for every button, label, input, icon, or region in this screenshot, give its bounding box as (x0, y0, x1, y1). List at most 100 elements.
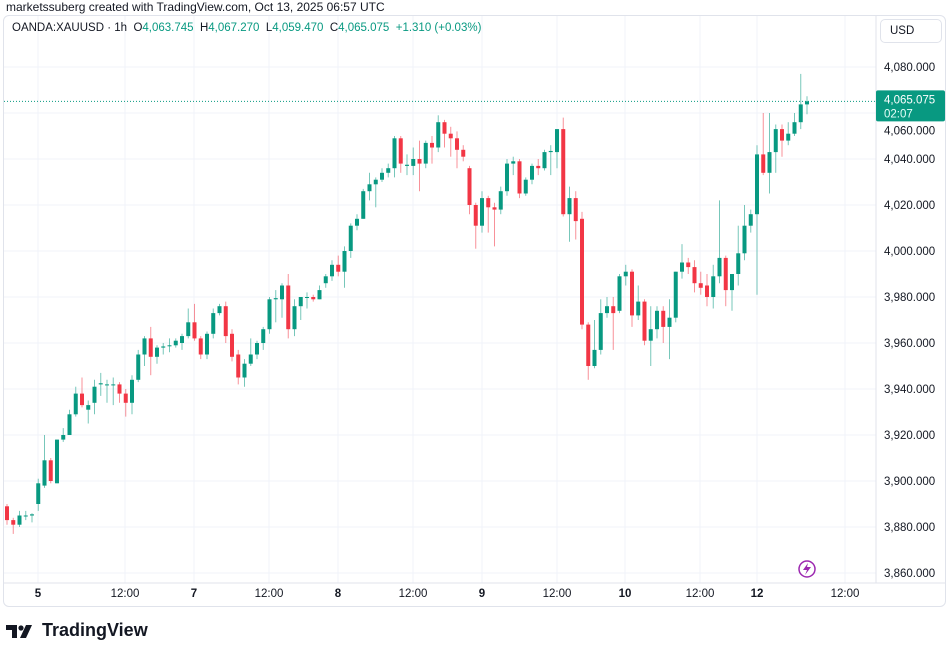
candle[interactable] (486, 195, 491, 233)
candle[interactable] (598, 299, 603, 355)
candle[interactable] (542, 149, 547, 171)
candle[interactable] (761, 113, 766, 176)
candle[interactable] (523, 177, 528, 196)
candle[interactable] (605, 297, 609, 318)
candle[interactable] (798, 73, 803, 130)
candle[interactable] (455, 131, 459, 169)
candle[interactable] (792, 113, 797, 136)
candle[interactable] (80, 377, 84, 408)
candle[interactable] (61, 428, 66, 442)
candle[interactable] (530, 163, 534, 185)
candle[interactable] (636, 285, 641, 321)
candle[interactable] (36, 478, 41, 511)
candle[interactable] (261, 326, 266, 350)
candle[interactable] (561, 117, 566, 217)
candle[interactable] (280, 283, 284, 318)
candle[interactable] (448, 126, 453, 157)
candle[interactable] (342, 246, 347, 288)
candle[interactable] (505, 159, 509, 196)
candle[interactable] (392, 136, 397, 178)
candle[interactable] (492, 202, 497, 247)
candle[interactable] (648, 306, 653, 366)
candle[interactable] (230, 329, 234, 362)
candle[interactable] (55, 439, 59, 484)
candle[interactable] (780, 124, 784, 157)
candle[interactable] (755, 145, 759, 295)
candle[interactable] (248, 338, 253, 366)
candle[interactable] (111, 377, 116, 406)
candle[interactable] (161, 343, 166, 355)
candle[interactable] (311, 294, 316, 302)
candle[interactable] (23, 510, 28, 521)
candle[interactable] (386, 163, 391, 178)
candle[interactable] (436, 115, 441, 153)
candle[interactable] (661, 306, 666, 343)
candle[interactable] (786, 122, 791, 146)
candle[interactable] (480, 191, 484, 233)
candle[interactable] (705, 274, 709, 307)
candle[interactable] (273, 290, 278, 323)
candle[interactable] (367, 172, 372, 201)
candle[interactable] (467, 165, 472, 215)
candle[interactable] (611, 297, 616, 350)
candle[interactable] (292, 299, 297, 337)
candle[interactable] (555, 129, 559, 169)
candle[interactable] (417, 140, 422, 192)
candle[interactable] (548, 145, 553, 176)
candle[interactable] (242, 359, 247, 387)
candle[interactable] (330, 260, 334, 281)
candle[interactable] (642, 299, 647, 346)
candle[interactable] (186, 308, 191, 339)
candle[interactable] (573, 191, 578, 240)
candle[interactable] (398, 136, 403, 173)
candle[interactable] (211, 308, 216, 339)
candle[interactable] (473, 202, 478, 249)
candle[interactable] (148, 326, 153, 376)
candle[interactable] (698, 271, 703, 295)
candle[interactable] (98, 372, 103, 396)
candle[interactable] (686, 257, 691, 274)
candle[interactable] (155, 345, 159, 364)
symbol-label[interactable]: OANDA:XAUUSD · 1h (12, 22, 128, 34)
candle[interactable] (92, 379, 97, 415)
candle[interactable] (805, 96, 809, 115)
candle[interactable] (298, 297, 303, 320)
candle[interactable] (317, 285, 322, 300)
candle[interactable] (136, 349, 141, 383)
candle[interactable] (86, 400, 91, 424)
candle[interactable] (567, 186, 572, 242)
candle[interactable] (11, 517, 16, 534)
candle[interactable] (511, 156, 516, 176)
candle[interactable] (17, 510, 22, 527)
candle[interactable] (130, 375, 134, 415)
candle[interactable] (380, 168, 384, 182)
candle[interactable] (692, 260, 697, 293)
candle[interactable] (592, 320, 597, 369)
candle[interactable] (67, 409, 72, 435)
candle[interactable] (48, 458, 53, 484)
candle[interactable] (711, 264, 716, 309)
candle[interactable] (217, 303, 222, 316)
candle[interactable] (748, 209, 753, 233)
candle[interactable] (323, 274, 328, 288)
candle[interactable] (673, 271, 678, 323)
currency-button[interactable]: USD (880, 19, 942, 43)
candle[interactable] (580, 211, 584, 330)
candle[interactable] (411, 147, 416, 176)
candle[interactable] (461, 145, 466, 162)
candle[interactable] (361, 188, 366, 219)
candle[interactable] (42, 435, 47, 488)
candle[interactable] (623, 264, 628, 286)
candle[interactable] (355, 214, 359, 231)
candle[interactable] (73, 386, 78, 417)
candle[interactable] (142, 336, 147, 366)
candle[interactable] (205, 331, 209, 360)
candle[interactable] (498, 186, 503, 215)
candle[interactable] (267, 297, 272, 334)
candle[interactable] (30, 513, 34, 523)
candle[interactable] (736, 225, 741, 286)
candle[interactable] (167, 338, 172, 353)
candle[interactable] (430, 136, 434, 164)
candle[interactable] (305, 292, 309, 309)
